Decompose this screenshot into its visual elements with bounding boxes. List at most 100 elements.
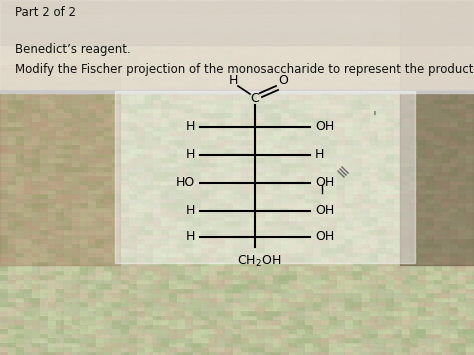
Bar (161, 36, 173, 45)
Bar (185, 113, 200, 121)
Bar (329, 129, 341, 135)
Bar (169, 165, 182, 171)
Bar (120, 101, 132, 108)
Bar (185, 149, 198, 157)
Bar (80, 161, 94, 166)
Bar (8, 317, 22, 323)
Bar (16, 203, 31, 211)
Bar (289, 176, 300, 184)
Bar (80, 182, 91, 189)
Bar (329, 29, 344, 36)
Bar (378, 298, 390, 306)
Bar (370, 88, 383, 94)
Bar (289, 26, 301, 32)
Bar (40, 295, 50, 301)
Bar (24, 129, 36, 135)
Bar (354, 233, 365, 238)
Bar (281, 3, 294, 9)
Bar (362, 213, 372, 220)
Bar (169, 307, 182, 315)
Bar (257, 66, 269, 72)
Bar (193, 28, 206, 36)
Bar (281, 253, 294, 261)
Bar (346, 338, 356, 346)
Bar (177, 24, 190, 32)
Bar (378, 282, 389, 288)
Bar (370, 96, 381, 103)
Bar (104, 252, 118, 261)
Bar (362, 306, 375, 315)
Bar (434, 267, 448, 274)
Bar (394, 11, 404, 18)
Bar (370, 212, 381, 220)
Bar (137, 55, 150, 63)
Bar (354, 56, 367, 63)
Bar (370, 114, 382, 121)
Bar (321, 65, 334, 72)
Bar (80, 34, 91, 40)
Bar (346, 11, 359, 18)
Bar (241, 210, 255, 216)
Bar (88, 297, 100, 306)
Bar (104, 246, 118, 252)
Bar (354, 281, 367, 288)
Bar (249, 29, 264, 36)
Bar (401, 163, 413, 171)
Bar (120, 21, 133, 27)
Bar (281, 103, 292, 108)
Bar (137, 184, 148, 189)
Bar (450, 46, 462, 54)
Bar (48, 169, 63, 175)
Bar (241, 61, 252, 67)
Bar (265, 64, 280, 72)
Bar (161, 286, 172, 292)
Bar (217, 218, 229, 225)
Bar (209, 192, 222, 198)
Bar (386, 198, 399, 207)
Bar (458, 147, 470, 153)
Bar (297, 87, 310, 94)
Bar (137, 84, 150, 90)
Bar (73, 109, 86, 117)
Bar (80, 21, 93, 27)
Bar (217, 342, 230, 350)
Bar (169, 172, 182, 180)
Bar (185, 200, 195, 207)
Bar (137, 95, 150, 103)
Bar (249, 264, 263, 269)
Bar (112, 202, 127, 207)
Bar (362, 271, 374, 279)
Bar (337, 55, 350, 63)
Bar (458, 312, 470, 319)
Bar (16, 276, 29, 283)
Bar (337, 299, 348, 306)
Bar (112, 15, 125, 22)
Bar (394, 231, 406, 238)
Bar (257, 259, 271, 265)
Bar (346, 16, 358, 22)
Bar (40, 136, 53, 144)
Bar (128, 171, 144, 180)
Bar (281, 324, 292, 333)
Bar (40, 212, 55, 220)
Bar (458, 59, 468, 67)
Bar (177, 336, 188, 342)
Bar (386, 275, 396, 283)
Bar (273, 196, 284, 202)
Bar (8, 24, 22, 32)
Bar (233, 101, 248, 108)
Bar (249, 133, 262, 139)
Bar (249, 190, 261, 198)
Bar (225, 33, 239, 40)
Bar (104, 110, 116, 117)
Bar (321, 50, 332, 59)
Bar (112, 245, 124, 252)
Bar (48, 215, 60, 220)
Bar (321, 178, 334, 184)
Bar (257, 153, 271, 162)
Bar (56, 192, 68, 198)
Bar (321, 84, 332, 90)
Bar (24, 132, 38, 139)
Bar (128, 29, 142, 36)
Bar (305, 10, 317, 18)
